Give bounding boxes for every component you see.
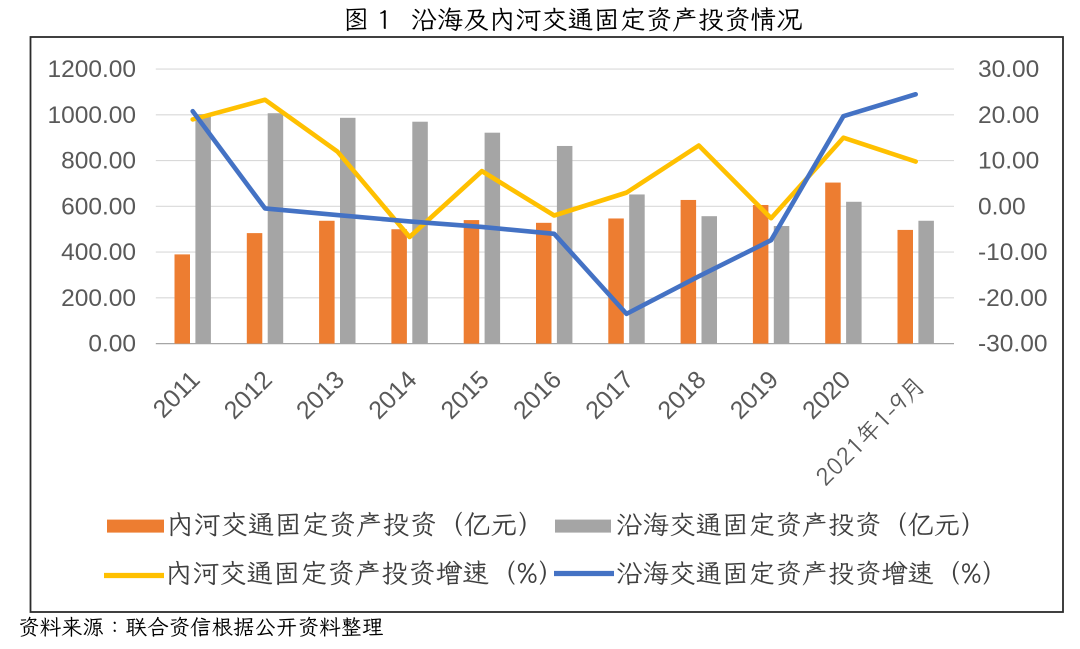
svg-text:10.00: 10.00	[978, 148, 1039, 175]
svg-text:20.00: 20.00	[978, 102, 1039, 129]
svg-text:-20.00: -20.00	[978, 285, 1047, 312]
svg-text:-10.00: -10.00	[978, 239, 1047, 266]
svg-text:800.00: 800.00	[61, 148, 136, 175]
svg-text:1200.00: 1200.00	[47, 56, 136, 83]
svg-text:0.00: 0.00	[978, 193, 1026, 220]
svg-text:200.00: 200.00	[61, 285, 136, 312]
svg-text:400.00: 400.00	[61, 239, 136, 266]
svg-text:600.00: 600.00	[61, 193, 136, 220]
svg-text:0.00: 0.00	[88, 331, 136, 358]
svg-text:30.00: 30.00	[978, 56, 1039, 83]
svg-text:1000.00: 1000.00	[47, 102, 136, 129]
svg-text:-30.00: -30.00	[978, 331, 1047, 358]
